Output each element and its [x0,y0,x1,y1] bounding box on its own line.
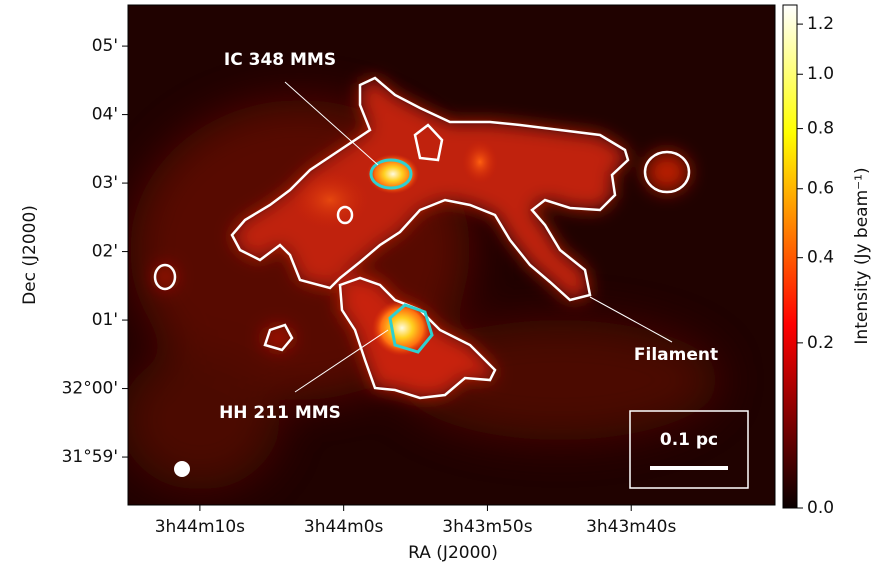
colorbar-label: Intensity (Jy beam⁻¹) [852,167,872,344]
annotation: IC 348 MMS [224,50,336,70]
annotation: HH 211 MMS [219,403,341,423]
x-tick-label: 3h44m10s [155,517,245,537]
y-tick-label: 03' [92,173,118,193]
intensity-map: IC 348 MMS HH 211 MMS Filament 0.1 pc [128,5,775,505]
plot-frame [127,4,776,506]
annotation: Filament [634,345,718,365]
x-tick-label: 3h43m40s [586,517,676,537]
colorbar [782,4,798,509]
colorbar-tick-label: 0.4 [807,248,834,268]
colorbar-tick-label: 0.2 [807,333,834,353]
colorbar-tick-label: 1.2 [807,14,834,34]
y-tick-label: 01' [92,310,118,330]
y-tick-label: 31°59' [62,447,118,467]
colorbar-tick-label: 0.0 [807,498,834,518]
scalebar-label: 0.1 pc [660,430,718,450]
x-tick-label: 3h44m0s [304,517,384,537]
colorbar-tick-label: 1.0 [807,64,834,84]
colorbar-tick-label: 0.8 [807,119,834,139]
x-axis-label: RA (J2000) [408,543,498,563]
y-axis-label: Dec (J2000) [20,205,40,305]
colorbar-tick-label: 0.6 [807,179,834,199]
y-tick-label: 32°00' [62,379,118,399]
y-tick-label: 04' [92,105,118,125]
y-tick-label: 02' [92,242,118,262]
y-tick-label: 05' [92,36,118,56]
x-tick-label: 3h43m50s [442,517,532,537]
